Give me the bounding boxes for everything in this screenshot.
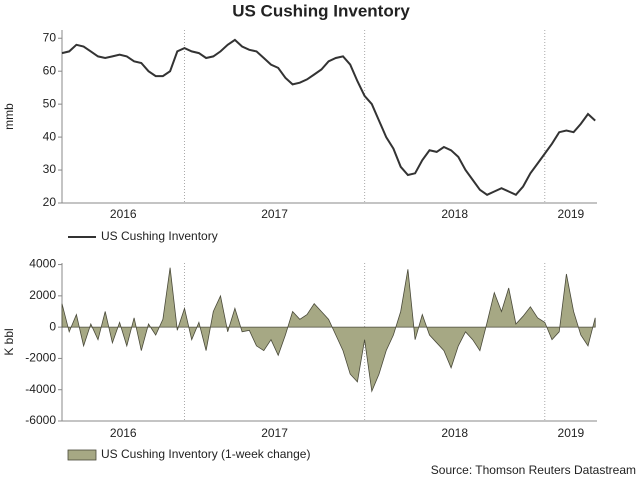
x-tick-label: 2018 [441,426,468,440]
y-tick-label: -6000 [25,413,56,427]
x-tick-label: 2019 [558,207,585,221]
y-tick-label: 2000 [29,288,56,302]
legend-label: US Cushing Inventory [101,229,218,243]
y-tick-label: -4000 [25,382,56,396]
y-axis-label: mmb [2,103,16,130]
x-tick-label: 2016 [110,207,137,221]
legend-label: US Cushing Inventory (1-week change) [101,447,310,461]
area [61,267,596,393]
y-tick-label: 0 [49,319,56,333]
legend-swatch [67,449,97,461]
x-tick-label: 2017 [261,426,288,440]
y-tick-label: 30 [43,162,57,176]
x-tick-label: 2019 [558,426,585,440]
source-note: Source: Thomson Reuters Datastream [431,463,636,477]
chart-title: US Cushing Inventory [232,1,410,20]
x-tick-label: 2017 [261,207,288,221]
y-tick-label: 70 [43,30,57,44]
y-tick-label: -2000 [25,351,56,365]
y-tick-label: 40 [43,129,57,143]
y-tick-label: 20 [43,195,57,209]
y-tick-label: 50 [43,96,57,110]
y-axis-label: K bbl [2,328,16,355]
line [61,38,596,197]
x-tick-label: 2018 [441,207,468,221]
x-tick-label: 2016 [110,426,137,440]
y-tick-label: 4000 [29,257,56,271]
y-tick-label: 60 [43,63,57,77]
